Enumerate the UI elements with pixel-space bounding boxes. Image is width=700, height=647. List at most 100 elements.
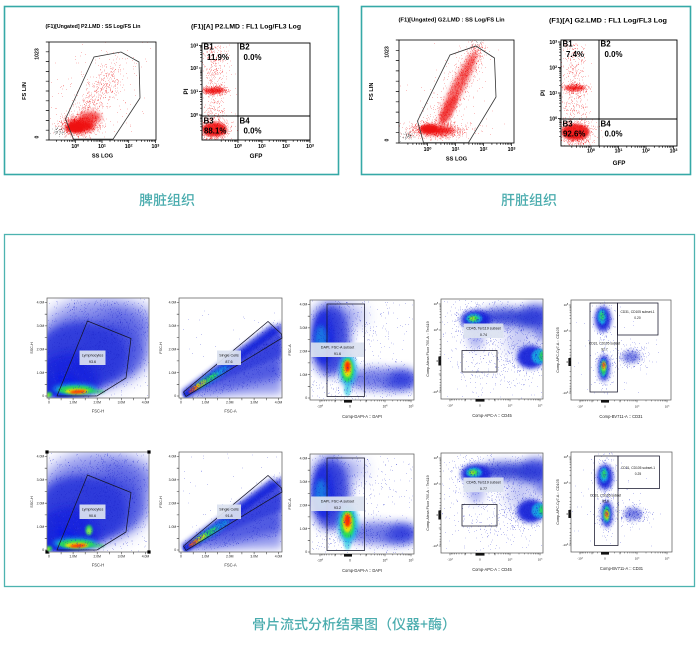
svg-text:103: 103 — [190, 43, 198, 50]
svg-text:0: 0 — [174, 548, 176, 552]
svg-text:105: 105 — [409, 559, 415, 563]
svg-text:100: 100 — [71, 143, 79, 150]
svg-text:105: 105 — [564, 455, 569, 459]
svg-text:B2: B2 — [240, 43, 251, 52]
svg-text:CD31, CD105 subset: CD31, CD105 subset — [589, 342, 620, 346]
svg-text:GFP: GFP — [250, 153, 263, 160]
svg-text:4.0M: 4.0M — [300, 457, 308, 461]
svg-text:104: 104 — [564, 329, 569, 333]
svg-text:105: 105 — [665, 557, 670, 561]
svg-text:3.0M: 3.0M — [300, 326, 308, 330]
svg-text:FSC-A: FSC-A — [288, 498, 292, 510]
svg-text:B4: B4 — [240, 117, 251, 126]
svg-text:PI: PI — [183, 88, 190, 94]
svg-text:0: 0 — [437, 359, 439, 363]
svg-text:B3: B3 — [563, 120, 574, 129]
svg-text:1.0M: 1.0M — [69, 401, 77, 405]
svg-text:1.0M: 1.0M — [37, 525, 45, 529]
svg-text:101: 101 — [98, 143, 106, 150]
svg-text:102: 102 — [190, 65, 198, 72]
svg-text:3.0M: 3.0M — [169, 478, 177, 482]
svg-text:104: 104 — [434, 328, 439, 332]
svg-text:105: 105 — [538, 558, 543, 562]
svg-text:0.74: 0.74 — [480, 333, 487, 337]
svg-text:4.0M: 4.0M — [169, 301, 177, 305]
svg-text:2.0M: 2.0M — [169, 347, 177, 351]
svg-text:0: 0 — [385, 138, 391, 141]
svg-text:104: 104 — [635, 557, 640, 561]
svg-text:2.0M: 2.0M — [169, 501, 177, 505]
svg-text:2.0M: 2.0M — [93, 401, 101, 405]
svg-text:2.0M: 2.0M — [37, 347, 45, 351]
svg-text:92.6%: 92.6% — [563, 130, 585, 139]
svg-text:0: 0 — [48, 401, 50, 405]
svg-text:105: 105 — [409, 405, 415, 409]
svg-text:4.0M: 4.0M — [300, 303, 308, 307]
svg-text:B1: B1 — [563, 40, 574, 49]
svg-text:3.0M: 3.0M — [37, 324, 45, 328]
svg-text:0: 0 — [349, 559, 351, 563]
svg-text:0: 0 — [180, 401, 182, 405]
svg-text:FS LIN: FS LIN — [369, 83, 375, 101]
svg-text:105: 105 — [434, 302, 439, 306]
svg-text:-104: -104 — [317, 559, 324, 563]
svg-text:0: 0 — [479, 558, 481, 562]
svg-text:101: 101 — [258, 143, 266, 150]
svg-text:FS LIN: FS LIN — [22, 82, 28, 100]
svg-text:FSC-H: FSC-H — [92, 563, 105, 568]
svg-text:3.0M: 3.0M — [37, 478, 45, 482]
svg-text:0: 0 — [35, 135, 41, 138]
svg-text:0.0%: 0.0% — [244, 127, 262, 136]
svg-text:3.0M: 3.0M — [118, 401, 126, 405]
svg-text:104: 104 — [383, 559, 389, 563]
svg-text:FSC-H: FSC-H — [92, 409, 105, 414]
svg-text:(F1)[Ungated] G2.LMD : SS Log/: (F1)[Ungated] G2.LMD : SS Log/FS Lin — [399, 18, 505, 24]
svg-text:Comp-BV711-A :: CD31: Comp-BV711-A :: CD31 — [600, 566, 644, 571]
svg-text:100: 100 — [424, 146, 432, 153]
svg-text:104: 104 — [564, 481, 569, 485]
svg-text:CD31, CD105 subset-1: CD31, CD105 subset-1 — [620, 310, 654, 314]
svg-text:Single Cells: Single Cells — [219, 508, 239, 512]
svg-text:1.0M: 1.0M — [300, 373, 308, 377]
svg-text:0.25: 0.25 — [635, 472, 642, 476]
svg-text:FSC-H: FSC-H — [159, 342, 163, 354]
svg-text:105: 105 — [564, 303, 569, 307]
svg-text:SSC-H: SSC-H — [30, 342, 34, 354]
svg-text:FSC-H: FSC-H — [159, 496, 163, 508]
svg-text:Comp-BV711-A :: CD31: Comp-BV711-A :: CD31 — [599, 414, 643, 419]
svg-text:CD45, Ter119 subset: CD45, Ter119 subset — [466, 481, 500, 485]
svg-text:2.0M: 2.0M — [37, 501, 45, 505]
svg-text:100: 100 — [234, 143, 242, 150]
svg-text:0: 0 — [349, 405, 351, 409]
svg-text:0: 0 — [174, 394, 176, 398]
svg-text:Comp-Alexa Fluor 700-A :: Ter1: Comp-Alexa Fluor 700-A :: Ter119 — [426, 475, 430, 530]
svg-text:B3: B3 — [204, 117, 215, 126]
svg-text:103: 103 — [549, 39, 557, 46]
svg-text:91.8: 91.8 — [225, 514, 232, 518]
svg-text:(F1)[Ungated] P2.LMD : SS Log/: (F1)[Ungated] P2.LMD : SS Log/FS Lin — [46, 24, 141, 30]
svg-text:-104: -104 — [577, 557, 583, 561]
svg-text:0.20: 0.20 — [634, 316, 641, 320]
svg-text:0: 0 — [604, 557, 606, 561]
svg-text:102: 102 — [480, 146, 488, 153]
svg-text:0.77: 0.77 — [480, 487, 487, 491]
svg-text:105: 105 — [538, 404, 543, 408]
svg-text:Single Cells: Single Cells — [219, 354, 239, 358]
svg-text:1.0M: 1.0M — [202, 401, 210, 405]
svg-text:Comp-DAPI-A :: DAPI: Comp-DAPI-A :: DAPI — [342, 568, 382, 573]
svg-text:2.0M: 2.0M — [226, 555, 234, 559]
svg-text:-104: -104 — [563, 391, 569, 395]
svg-text:102: 102 — [282, 143, 290, 150]
svg-text:1.0M: 1.0M — [202, 555, 210, 559]
svg-text:0: 0 — [437, 513, 439, 517]
svg-text:105: 105 — [434, 456, 439, 460]
svg-text:104: 104 — [434, 482, 439, 486]
svg-text:Comp-APC-Cy7-A :: CD105: Comp-APC-Cy7-A :: CD105 — [556, 479, 560, 525]
svg-text:-104: -104 — [433, 544, 439, 548]
svg-text:4.0M: 4.0M — [142, 555, 150, 559]
svg-text:104: 104 — [635, 405, 640, 409]
svg-text:CD31, CD105 subset: CD31, CD105 subset — [590, 494, 621, 498]
svg-text:SS LOG: SS LOG — [446, 157, 467, 163]
svg-text:3.0M: 3.0M — [169, 324, 177, 328]
svg-text:1.0M: 1.0M — [169, 371, 177, 375]
